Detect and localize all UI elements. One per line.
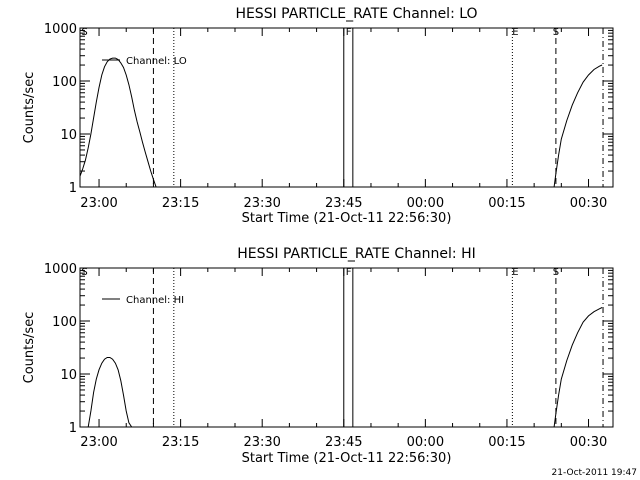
plot-frame (79, 267, 614, 428)
x-tick-label: 23:30 (243, 435, 280, 450)
chart-panel-lo: HESSI PARTICLE_RATE Channel: LO 1 10 100 100… (22, 6, 614, 226)
y-tick-label: 1000 (44, 22, 77, 37)
x-tick-label: 00:00 (407, 196, 444, 211)
series-line (553, 64, 603, 187)
x-tick-label: 00:30 (570, 196, 607, 211)
flag-marker-label: F (346, 27, 352, 38)
series-line (553, 307, 603, 427)
x-tick-label: 23:00 (80, 196, 117, 211)
series-line (87, 357, 133, 427)
x-tick-label: 23:45 (325, 196, 362, 211)
y-tick-label: 1 (69, 181, 77, 196)
start-marker-label: S (553, 267, 559, 278)
plot-frame (79, 27, 614, 188)
y-tick-label: 100 (52, 75, 77, 90)
start-marker-label: S (81, 27, 87, 38)
legend-entry: Channel: HI (126, 295, 184, 306)
start-marker-label: S (81, 267, 87, 278)
chart-title: HESSI PARTICLE_RATE Channel: HI (237, 246, 475, 262)
x-tick-label: 00:15 (488, 196, 525, 211)
chart-panel-hi: HESSI PARTICLE_RATE Channel: HI 1 10 100 100… (22, 246, 614, 466)
y-tick-label: 10 (60, 128, 77, 143)
y-tick-label: 10 (60, 368, 77, 383)
x-tick-label: 23:30 (243, 196, 280, 211)
legend-entry: Channel: LO (126, 56, 187, 67)
y-tick-label: 1000 (44, 262, 77, 277)
x-tick-label: 23:15 (162, 196, 199, 211)
x-tick-label: 00:30 (570, 435, 607, 450)
eclipse-marker-label: E (512, 27, 518, 38)
x-tick-label: 00:00 (407, 435, 444, 450)
y-tick-label: 1 (69, 421, 77, 436)
series-line (80, 57, 157, 187)
start-marker-label: S (553, 27, 559, 38)
x-tick-label: 00:15 (488, 435, 525, 450)
y-axis-label: Counts/sec (22, 72, 37, 144)
x-tick-label: 23:45 (325, 435, 362, 450)
y-tick-label: 100 (52, 315, 77, 330)
chart-title: HESSI PARTICLE_RATE Channel: LO (235, 6, 477, 22)
x-tick-label: 23:15 (162, 435, 199, 450)
y-axis-label: Counts/sec (22, 312, 37, 384)
x-tick-label: 23:00 (80, 435, 117, 450)
footer-timestamp: 21-Oct-2011 19:47 (552, 468, 637, 478)
eclipse-marker-label: E (512, 267, 518, 278)
x-axis-label: Start Time (21-Oct-11 22:56:30) (242, 451, 452, 466)
x-axis-label: Start Time (21-Oct-11 22:56:30) (242, 211, 452, 226)
flag-marker-label: F (346, 267, 352, 278)
